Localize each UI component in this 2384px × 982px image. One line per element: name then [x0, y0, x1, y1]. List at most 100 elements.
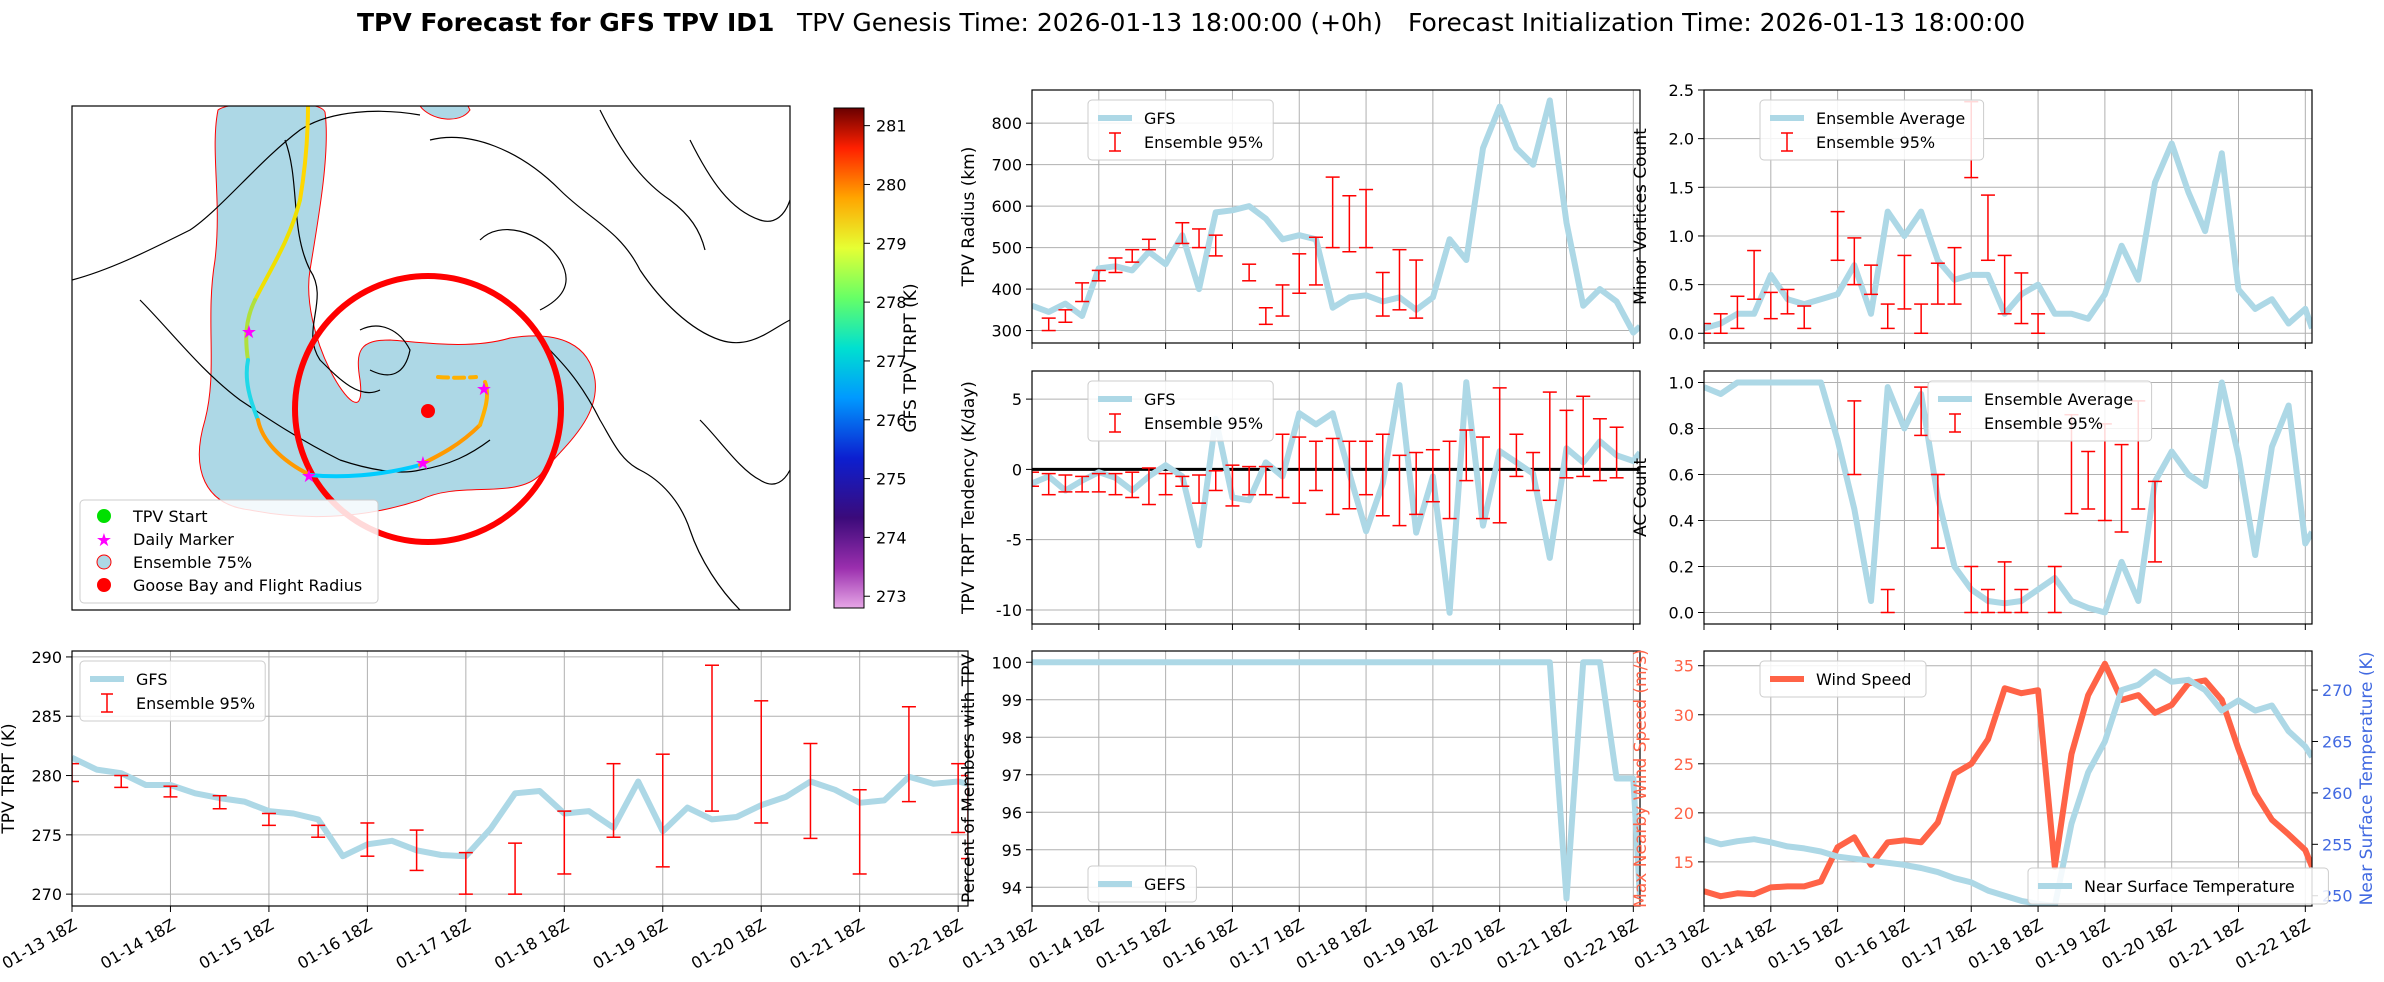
y-tick-label: 94 — [1002, 878, 1022, 897]
error-bar — [1492, 387, 1507, 524]
error-bar — [1108, 472, 1123, 496]
legend: GFS Ensemble 95% — [1087, 380, 1274, 442]
legend-box — [2027, 867, 2329, 905]
error-bar — [1292, 253, 1307, 294]
plot-frame — [1031, 650, 1641, 907]
legend: GFS Ensemble 95% — [79, 660, 266, 722]
y-axis-label: Max Nearby Wind Speed (m/s) — [1631, 649, 1651, 908]
x-tick-label: 01-16 18Z — [1831, 915, 1912, 973]
flight-radius-circle — [292, 273, 564, 545]
plot-content — [1032, 659, 1640, 902]
error-bar — [1797, 305, 1812, 330]
legend-label: GFS — [136, 670, 167, 689]
legend-box — [1759, 660, 1927, 698]
colorbar-tick-label: 276 — [876, 411, 907, 430]
series-line-radius-0 — [1032, 97, 1640, 336]
map-legend: TPV Start ★ Daily Marker Ensemble 75% Go… — [79, 499, 379, 604]
daily-markers: ★ ★ ★ ★ — [241, 322, 492, 487]
ensemble-75-area-top — [419, 106, 471, 120]
map-legend-box — [79, 499, 379, 604]
error-bar — [1308, 440, 1323, 492]
y-tick-label: 700 — [991, 156, 1022, 175]
x-tick-label: 01-18 18Z — [1293, 915, 1374, 973]
error-bar — [1930, 473, 1945, 549]
legend-box — [1087, 99, 1274, 161]
error-bar — [458, 851, 473, 895]
y-tick-label: 285 — [31, 707, 62, 726]
error-bar — [1980, 588, 1995, 614]
x-tick-label: 01-21 18Z — [1493, 915, 1574, 973]
error-bar — [1780, 288, 1795, 315]
x-tick-label: 01-20 18Z — [1426, 915, 1507, 973]
colorbar-tick-label: 275 — [876, 470, 907, 489]
x-tick-label: 01-15 18Z — [196, 915, 277, 973]
error-bar — [1192, 474, 1207, 504]
error-bar — [1747, 249, 1762, 300]
legend-box — [1087, 380, 1274, 442]
error-bar — [1141, 467, 1156, 506]
legend-label: GFS — [1144, 109, 1175, 128]
x-tick-label: 01-14 18Z — [97, 915, 178, 973]
daily-marker-star: ★ — [415, 453, 431, 474]
error-bar — [1208, 234, 1223, 257]
y-axis-label: TPV Radius (km) — [959, 147, 979, 288]
x-tick-label: 01-22 18Z — [2232, 915, 2313, 973]
error-bar — [1208, 470, 1223, 492]
y-axis-label: Minor Vortices Count — [1631, 128, 1651, 305]
star-legend-icon: ★ — [96, 530, 112, 551]
error-bar — [1713, 313, 1728, 335]
error-bar — [2147, 480, 2162, 563]
tpv-track — [244, 106, 490, 479]
y-tick-label: 0.2 — [1669, 558, 1694, 577]
chart-wind-temp: 15 20 25 30 35 250 255 260 265 270 01-13 18Z01-14 … — [1631, 649, 2377, 973]
y-tick-label: 98 — [1002, 728, 1022, 747]
y-tick-label: 800 — [991, 114, 1022, 133]
error-bar — [1442, 440, 1457, 520]
y-tick-label: 600 — [991, 197, 1022, 216]
y-tick-label: 300 — [991, 322, 1022, 341]
series-line-minor-vortices-0 — [1704, 140, 2312, 332]
tpv-start-legend-icon — [97, 509, 111, 523]
error-bar — [1375, 271, 1390, 317]
x-tick-label: 01-17 18Z — [1898, 915, 1979, 973]
error-bar — [1158, 472, 1173, 496]
x-tick-label: 01-17 18Z — [1226, 915, 1307, 973]
y-tick-label: 20 — [1674, 804, 1694, 823]
error-bar — [1964, 565, 1979, 614]
y-tick-label: 1.0 — [1669, 227, 1694, 246]
y-axis-label: AC Count — [1631, 458, 1651, 537]
x-tick-label: 01-18 18Z — [1965, 915, 2046, 973]
error-bar — [1041, 472, 1056, 496]
error-bar — [2114, 443, 2129, 533]
error-bar — [261, 812, 276, 827]
legend-label: GEFS — [1144, 875, 1186, 894]
figure-title-genesis: TPV Genesis Time: 2026-01-13 18:00:00 (+… — [796, 8, 1383, 37]
error-bar — [1576, 395, 1591, 478]
y-tick-label: 15 — [1674, 853, 1694, 872]
y-tick-label: 0.4 — [1669, 512, 1694, 531]
error-bar — [1980, 194, 1995, 262]
legend-box — [1927, 380, 2153, 442]
error-bar — [1392, 454, 1407, 527]
legend-label: Ensemble 95% — [1144, 414, 1263, 433]
error-bar — [508, 842, 523, 895]
error-bar — [1897, 254, 1912, 310]
plot-frame — [1703, 89, 2313, 344]
y2-tick-label: 265 — [2322, 732, 2353, 751]
error-bar — [1091, 269, 1106, 282]
y-tick-label: 1.0 — [1669, 374, 1694, 393]
x-tick-label: 01-13 18Z — [0, 915, 80, 973]
x-tick-label: 01-15 18Z — [1092, 915, 1173, 973]
series-line-ac-count-0 — [1704, 379, 2312, 616]
colorbar-tick-label: 280 — [876, 175, 907, 194]
chart-minor-vortices: 0.0 0.5 1.0 1.5 2.0 2.5 Minor Vortices Count En… — [1631, 81, 2313, 349]
goose-bay-legend-icon — [97, 578, 111, 592]
error-bar — [1225, 464, 1240, 507]
error-bar — [1342, 195, 1357, 253]
chart-trpt: 270 275 280 285 290 01-13 18Z 01-14 18Z 01-15 1… — [0, 648, 969, 973]
x-tick-label: 01-19 18Z — [2032, 915, 2113, 973]
error-bar — [1175, 475, 1190, 488]
error-bar — [1997, 254, 2012, 315]
error-bar — [1997, 561, 2012, 614]
y-tick-label: 99 — [1002, 691, 1022, 710]
